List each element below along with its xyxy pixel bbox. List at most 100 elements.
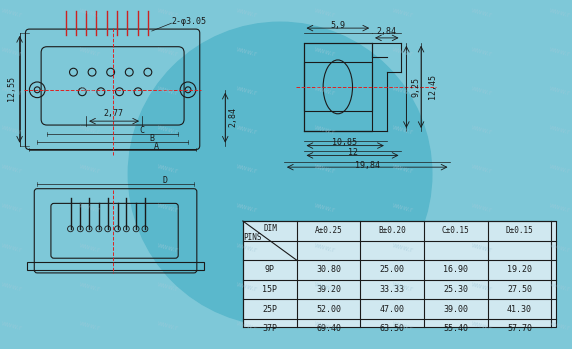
Bar [27, 262, 204, 270]
Text: www.r: www.r [549, 242, 571, 253]
Text: www.r: www.r [157, 202, 179, 214]
Text: 2-φ3.05: 2-φ3.05 [172, 17, 206, 26]
Text: 2,84: 2,84 [377, 27, 397, 36]
Text: www.r: www.r [157, 320, 179, 332]
Text: www.r: www.r [313, 46, 336, 57]
Text: www.r: www.r [0, 242, 22, 253]
Text: A: A [154, 142, 159, 151]
Text: 37P: 37P [263, 324, 277, 333]
Text: 19.20: 19.20 [507, 266, 532, 274]
Text: www.r: www.r [392, 281, 414, 292]
Text: www.r: www.r [0, 320, 22, 332]
Text: 33.33: 33.33 [380, 285, 404, 294]
Text: 19,84: 19,84 [355, 161, 380, 170]
Text: 39.20: 39.20 [316, 285, 341, 294]
Bar [304, 62, 372, 111]
Text: www.r: www.r [313, 320, 336, 332]
Text: www.r: www.r [313, 202, 336, 214]
Text: PINS: PINS [244, 233, 262, 242]
Text: www.r: www.r [157, 7, 179, 18]
Text: www.r: www.r [470, 202, 492, 214]
Text: www.r: www.r [157, 242, 179, 253]
Text: www.r: www.r [235, 85, 257, 96]
Text: www.r: www.r [78, 85, 101, 96]
Text: www.r: www.r [0, 46, 22, 57]
Text: 55.40: 55.40 [443, 324, 468, 333]
Text: www.r: www.r [235, 281, 257, 292]
Text: www.r: www.r [470, 124, 492, 136]
Text: 9P: 9P [265, 266, 275, 274]
Text: www.r: www.r [0, 85, 22, 96]
Circle shape [128, 22, 432, 326]
Text: www.r: www.r [78, 163, 101, 175]
Text: www.r: www.r [392, 202, 414, 214]
Text: www.r: www.r [392, 7, 414, 18]
Text: www.r: www.r [549, 7, 571, 18]
Text: www.r: www.r [78, 124, 101, 136]
Text: www.r: www.r [157, 46, 179, 57]
Text: www.r: www.r [313, 124, 336, 136]
Text: www.r: www.r [313, 163, 336, 175]
Text: www.r: www.r [313, 85, 336, 96]
Text: www.r: www.r [470, 320, 492, 332]
Text: www.r: www.r [549, 85, 571, 96]
Text: www.r: www.r [470, 7, 492, 18]
Text: 41.30: 41.30 [507, 305, 532, 314]
Text: 27.50: 27.50 [507, 285, 532, 294]
Text: www.r: www.r [549, 124, 571, 136]
Text: 5,9: 5,9 [330, 21, 345, 30]
Text: www.r: www.r [78, 242, 101, 253]
Text: www.r: www.r [235, 202, 257, 214]
Text: www.r: www.r [235, 7, 257, 18]
Text: 57.70: 57.70 [507, 324, 532, 333]
Text: DIM: DIM [263, 224, 277, 233]
Text: www.r: www.r [157, 124, 179, 136]
Text: www.r: www.r [470, 163, 492, 175]
Text: 2,84: 2,84 [229, 107, 237, 127]
Text: 12: 12 [348, 148, 358, 157]
Text: www.r: www.r [0, 124, 22, 136]
Text: 30.80: 30.80 [316, 266, 341, 274]
Text: www.r: www.r [0, 281, 22, 292]
Text: www.r: www.r [0, 163, 22, 175]
Text: www.r: www.r [78, 320, 101, 332]
Text: C±0.15: C±0.15 [442, 226, 470, 235]
Text: A±0.25: A±0.25 [315, 226, 343, 235]
Text: www.r: www.r [157, 281, 179, 292]
Text: www.r: www.r [157, 163, 179, 175]
Text: 2,77: 2,77 [104, 109, 124, 118]
Text: 39.00: 39.00 [443, 305, 468, 314]
Text: 9,25: 9,25 [412, 77, 420, 97]
Text: 16.90: 16.90 [443, 266, 468, 274]
Text: www.r: www.r [157, 85, 179, 96]
Text: www.r: www.r [313, 281, 336, 292]
Text: www.r: www.r [392, 163, 414, 175]
Text: www.r: www.r [392, 85, 414, 96]
Text: www.r: www.r [235, 46, 257, 57]
Text: 63.50: 63.50 [380, 324, 404, 333]
Text: www.r: www.r [235, 124, 257, 136]
Text: 47.00: 47.00 [380, 305, 404, 314]
Text: www.r: www.r [392, 46, 414, 57]
Text: B±0.20: B±0.20 [378, 226, 406, 235]
Text: www.r: www.r [392, 124, 414, 136]
Text: www.r: www.r [470, 242, 492, 253]
Text: www.r: www.r [78, 202, 101, 214]
Text: www.r: www.r [549, 202, 571, 214]
Text: D: D [162, 176, 167, 185]
Text: 10,85: 10,85 [332, 138, 357, 147]
Text: 25.00: 25.00 [380, 266, 404, 274]
Text: B: B [149, 134, 154, 143]
Text: 12,55: 12,55 [7, 76, 16, 101]
Text: www.r: www.r [313, 7, 336, 18]
Text: www.r: www.r [78, 281, 101, 292]
Bar [243, 221, 556, 327]
Text: www.r: www.r [235, 242, 257, 253]
Text: www.r: www.r [0, 202, 22, 214]
Text: C: C [140, 126, 145, 135]
Text: 15P: 15P [263, 285, 277, 294]
Text: www.r: www.r [549, 281, 571, 292]
Text: www.r: www.r [78, 7, 101, 18]
Text: www.r: www.r [0, 7, 22, 18]
Text: www.r: www.r [549, 163, 571, 175]
